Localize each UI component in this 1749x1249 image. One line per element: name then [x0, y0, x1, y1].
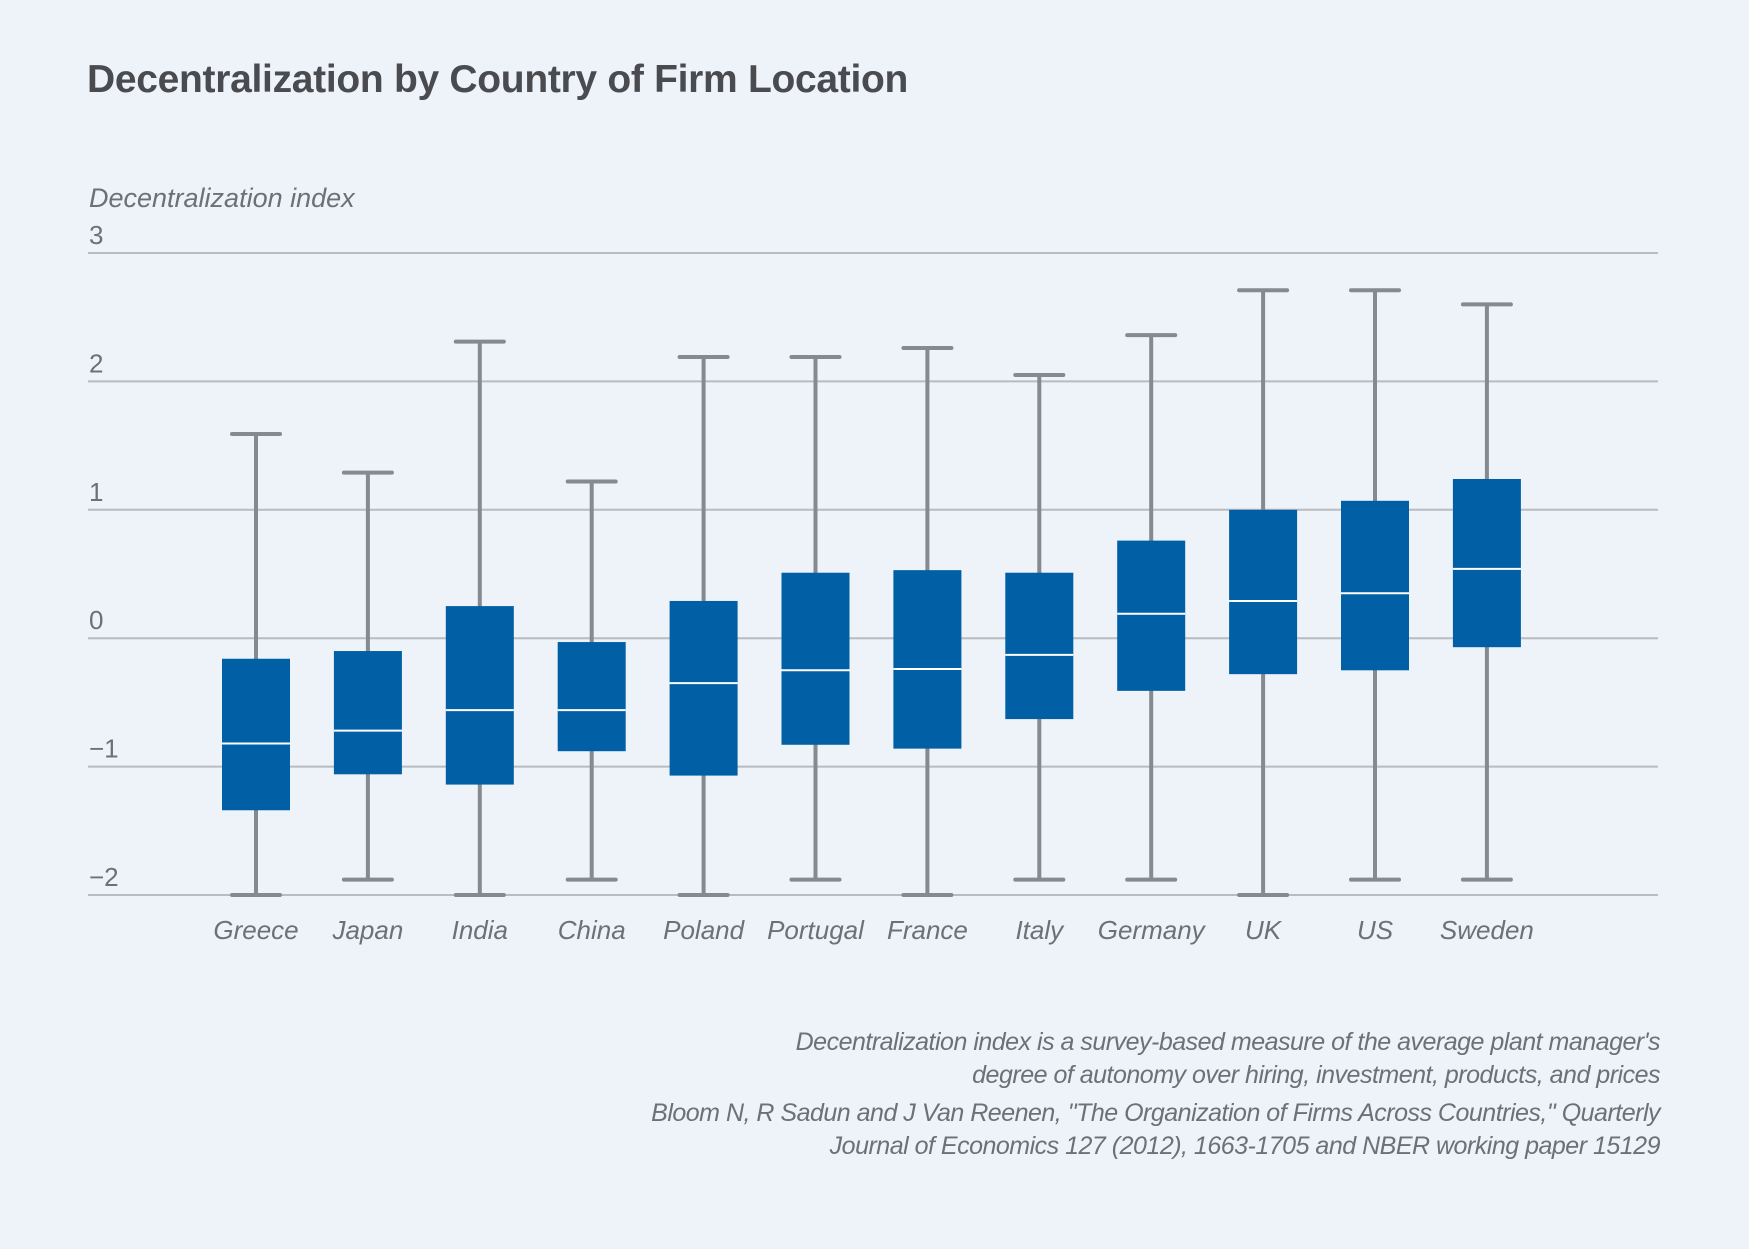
iqr-box [222, 658, 290, 811]
box-uk [1229, 288, 1298, 897]
iqr-box [1341, 500, 1409, 671]
chart-footer: Decentralization index is a survey-based… [651, 1026, 1660, 1163]
iqr-box [1229, 509, 1298, 675]
box-japan [333, 470, 402, 882]
x-tick-label: Portugal [767, 915, 865, 945]
iqr-box [781, 572, 850, 745]
footer-note-line-2: degree of autonomy over hiring, investme… [972, 1061, 1660, 1089]
box-poland [669, 355, 738, 897]
y-tick-label: −2 [89, 862, 119, 892]
y-tick-label: 2 [89, 348, 103, 378]
y-axis-title: Decentralization index [89, 183, 356, 213]
iqr-box [893, 570, 962, 749]
box-france [893, 346, 962, 897]
iqr-box [1452, 478, 1521, 648]
box-portugal [781, 355, 850, 882]
iqr-box [669, 600, 738, 776]
x-tick-labels: Greece Japan India China Poland Portugal Franc… [213, 915, 1534, 945]
x-tick-label: US [1357, 915, 1394, 945]
y-tick-labels: 3 2 1 0 −1 −2 [89, 220, 119, 892]
x-tick-label: China [558, 915, 626, 945]
footer-source-line-1: Bloom N, R Sadun and J Van Reenen, "The … [651, 1099, 1660, 1127]
box-italy [1005, 372, 1074, 882]
x-tick-label: Sweden [1440, 915, 1534, 945]
y-tick-label: 3 [89, 220, 103, 250]
y-tick-label: 1 [89, 477, 103, 507]
x-tick-label: Japan [331, 915, 403, 945]
gridlines [88, 252, 1658, 896]
x-tick-label: UK [1245, 915, 1283, 945]
iqr-box [445, 606, 514, 785]
box-greece [222, 432, 290, 897]
box-china [557, 479, 626, 882]
y-tick-label: 0 [89, 605, 103, 635]
boxes [222, 288, 1521, 897]
iqr-box [557, 642, 626, 752]
x-tick-label: Italy [1015, 915, 1065, 945]
x-tick-label: Poland [663, 915, 745, 945]
chart-title: Decentralization by Country of Firm Loca… [87, 58, 909, 101]
box-germany [1117, 333, 1186, 882]
x-tick-label: Greece [213, 915, 298, 945]
x-tick-label: Germany [1098, 915, 1207, 945]
box-india [445, 339, 514, 897]
y-tick-label: −1 [89, 734, 119, 764]
x-tick-label: France [887, 915, 968, 945]
x-tick-label: India [452, 915, 508, 945]
footer-note-line-1: Decentralization index is a survey-based… [795, 1028, 1661, 1056]
iqr-box [1005, 572, 1074, 720]
box-sweden [1452, 302, 1521, 882]
iqr-box [333, 651, 402, 775]
iqr-box [1117, 540, 1186, 691]
footer-source-line-2: Journal of Economics 127 (2012), 1663-17… [829, 1132, 1661, 1160]
box-us [1341, 288, 1409, 882]
